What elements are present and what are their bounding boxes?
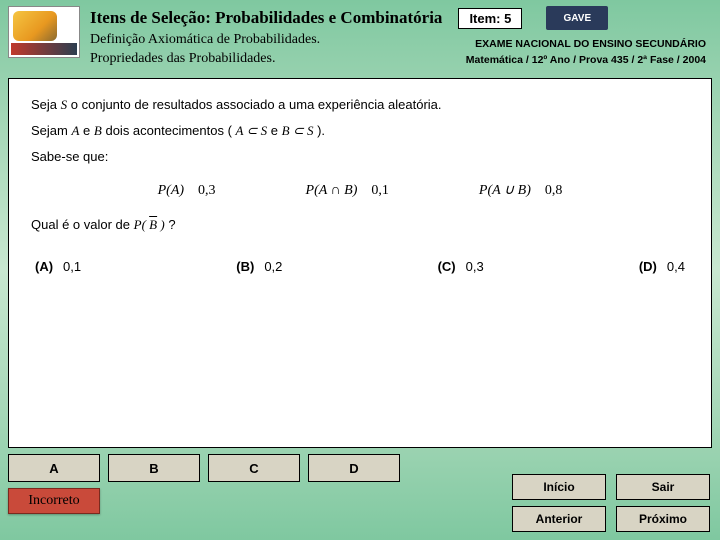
option-a: (A)0,1: [35, 259, 81, 274]
exam-info-line-1: EXAME NACIONAL DO ENSINO SECUNDÁRIO: [466, 38, 706, 52]
answer-options: (A)0,1 (B)0,2 (C)0,3 (D)0,4: [31, 259, 689, 274]
answer-button-a[interactable]: A: [8, 454, 100, 482]
nav-buttons: Início Sair Anterior Próximo: [512, 474, 710, 532]
page-title: Itens de Seleção: Probabilidades e Combi…: [90, 8, 442, 28]
answer-button-d[interactable]: D: [308, 454, 400, 482]
school-logo: [8, 6, 80, 58]
nav-proximo-button[interactable]: Próximo: [616, 506, 710, 532]
exam-info: EXAME NACIONAL DO ENSINO SECUNDÁRIO Mate…: [466, 36, 706, 67]
option-b: (B)0,2: [236, 259, 282, 274]
p-a-value: 0,3: [198, 183, 216, 199]
feedback-badge: Incorreto: [8, 488, 100, 514]
question-ask: Qual é o valor de P( B ) ?: [31, 217, 689, 233]
p-a-union-b-label: P(A ∪ B): [479, 182, 531, 199]
question-intro-2: Sejam A e B dois acontecimentos ( A ⊂ S …: [31, 123, 689, 139]
option-d: (D)0,4: [639, 259, 685, 274]
item-badge: Item: 5: [458, 8, 522, 29]
exam-info-line-2: Matemática / 12º Ano / Prova 435 / 2ª Fa…: [466, 54, 706, 68]
p-a-label: P(A): [158, 183, 184, 199]
nav-anterior-button[interactable]: Anterior: [512, 506, 606, 532]
answer-button-c[interactable]: C: [208, 454, 300, 482]
option-c: (C)0,3: [438, 259, 484, 274]
nav-inicio-button[interactable]: Início: [512, 474, 606, 500]
answer-button-b[interactable]: B: [108, 454, 200, 482]
question-panel: Seja S o conjunto de resultados associad…: [8, 78, 712, 448]
answer-buttons: A B C D: [8, 454, 400, 482]
nav-sair-button[interactable]: Sair: [616, 474, 710, 500]
question-known: Sabe-se que:: [31, 149, 689, 164]
question-intro-1: Seja S o conjunto de resultados associad…: [31, 97, 689, 113]
p-a-inter-b-value: 0,1: [371, 183, 389, 199]
p-a-union-b-value: 0,8: [545, 183, 563, 199]
gave-logo: GAVE: [546, 6, 608, 30]
probabilities-row: P(A) 0,3 P(A ∩ B) 0,1 P(A ∪ B) 0,8: [31, 182, 689, 199]
p-a-inter-b-label: P(A ∩ B): [306, 183, 358, 199]
